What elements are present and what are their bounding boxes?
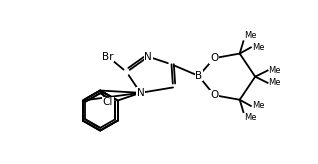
Text: Cl: Cl	[103, 97, 113, 107]
Text: N: N	[137, 88, 144, 98]
Text: Me: Me	[252, 43, 264, 52]
Text: N: N	[144, 52, 152, 62]
Text: Me: Me	[268, 66, 281, 75]
Text: Me: Me	[252, 101, 264, 110]
Text: O: O	[210, 90, 218, 100]
Text: Me: Me	[268, 78, 281, 87]
Text: Me: Me	[244, 113, 257, 122]
Text: O: O	[210, 53, 218, 63]
Text: Me: Me	[244, 31, 257, 41]
Text: Br: Br	[102, 52, 114, 62]
Text: B: B	[195, 71, 202, 81]
